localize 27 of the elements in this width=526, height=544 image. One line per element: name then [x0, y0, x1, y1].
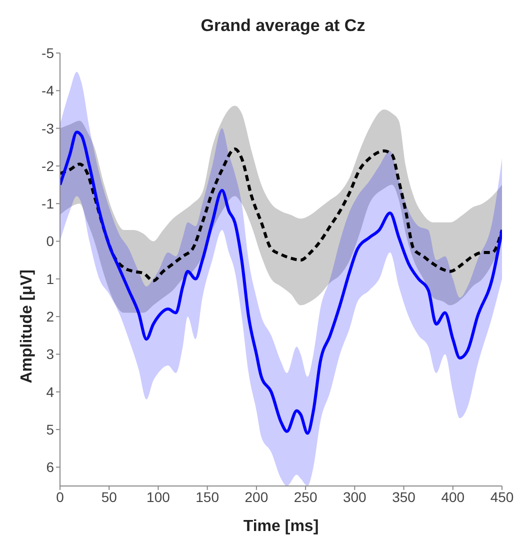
x-tick-label: 50 [101, 488, 118, 505]
y-tick-label: 2 [46, 308, 54, 325]
x-tick-label: 100 [146, 488, 170, 505]
y-tick-label: -4 [42, 82, 54, 99]
y-tick-label: 5 [46, 421, 54, 438]
y-tick-label: -2 [42, 158, 54, 174]
x-tick-label: 200 [244, 488, 268, 505]
y-tick-label: 6 [46, 459, 54, 476]
x-tick-label: 250 [294, 488, 318, 505]
y-tick-label: 4 [46, 384, 54, 400]
y-tick-label: 3 [46, 346, 54, 362]
y-tick-label: -1 [42, 196, 54, 212]
y-tick-label: -3 [42, 120, 54, 136]
x-tick-label: 300 [342, 488, 367, 505]
chart-title: Grand average at Cz [200, 15, 366, 37]
x-axis-title: Time [ms] [243, 518, 319, 535]
line-series [60, 130, 502, 435]
x-tick-label: 350 [392, 488, 416, 505]
x-tick-label: 400 [441, 488, 465, 505]
x-tick-label: 150 [196, 488, 220, 505]
line-series [60, 148, 502, 282]
y-axis-title: Amplitude [μV] [18, 270, 36, 384]
y-tick-label: 1 [46, 270, 54, 287]
y-tick-label: 0 [46, 233, 54, 250]
x-tick-label: 450 [490, 488, 514, 505]
x-tick-label: 0 [56, 488, 64, 505]
y-tick-label: -5 [42, 44, 54, 61]
